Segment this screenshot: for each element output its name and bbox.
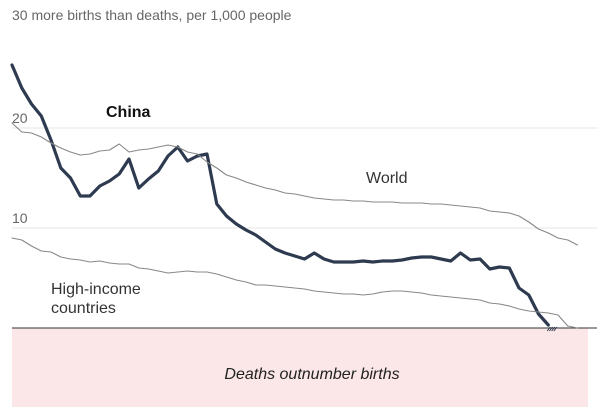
y-tick-labels: 30 more births than deaths, per 1,000 pe… — [12, 7, 292, 226]
y-tick-label-10: 10 — [12, 210, 28, 226]
china-below-zero-hatch — [553, 326, 558, 332]
series-line-world — [11, 122, 579, 246]
annotation-china: China — [106, 104, 151, 121]
china-below-zero-hatch — [549, 326, 553, 332]
series-line-china — [10, 63, 550, 327]
negative-region — [12, 328, 588, 407]
y-tick-label-30: 30 more births than deaths, per 1,000 pe… — [12, 7, 292, 23]
annotation-world: World — [366, 170, 408, 187]
negative-region-label: Deaths outnumber births — [224, 366, 399, 383]
series-annotations: China World High-income countries — [51, 104, 408, 317]
gridlines — [12, 127, 597, 229]
annotation-high-income-countries: High-income countries — [51, 281, 141, 317]
china-below-zero-hatch — [551, 326, 556, 332]
series-lines — [10, 63, 579, 332]
series-line-high-income-countries — [11, 237, 579, 329]
y-tick-label-20: 20 — [12, 110, 28, 126]
china-below-zero-hatch — [546, 326, 551, 332]
